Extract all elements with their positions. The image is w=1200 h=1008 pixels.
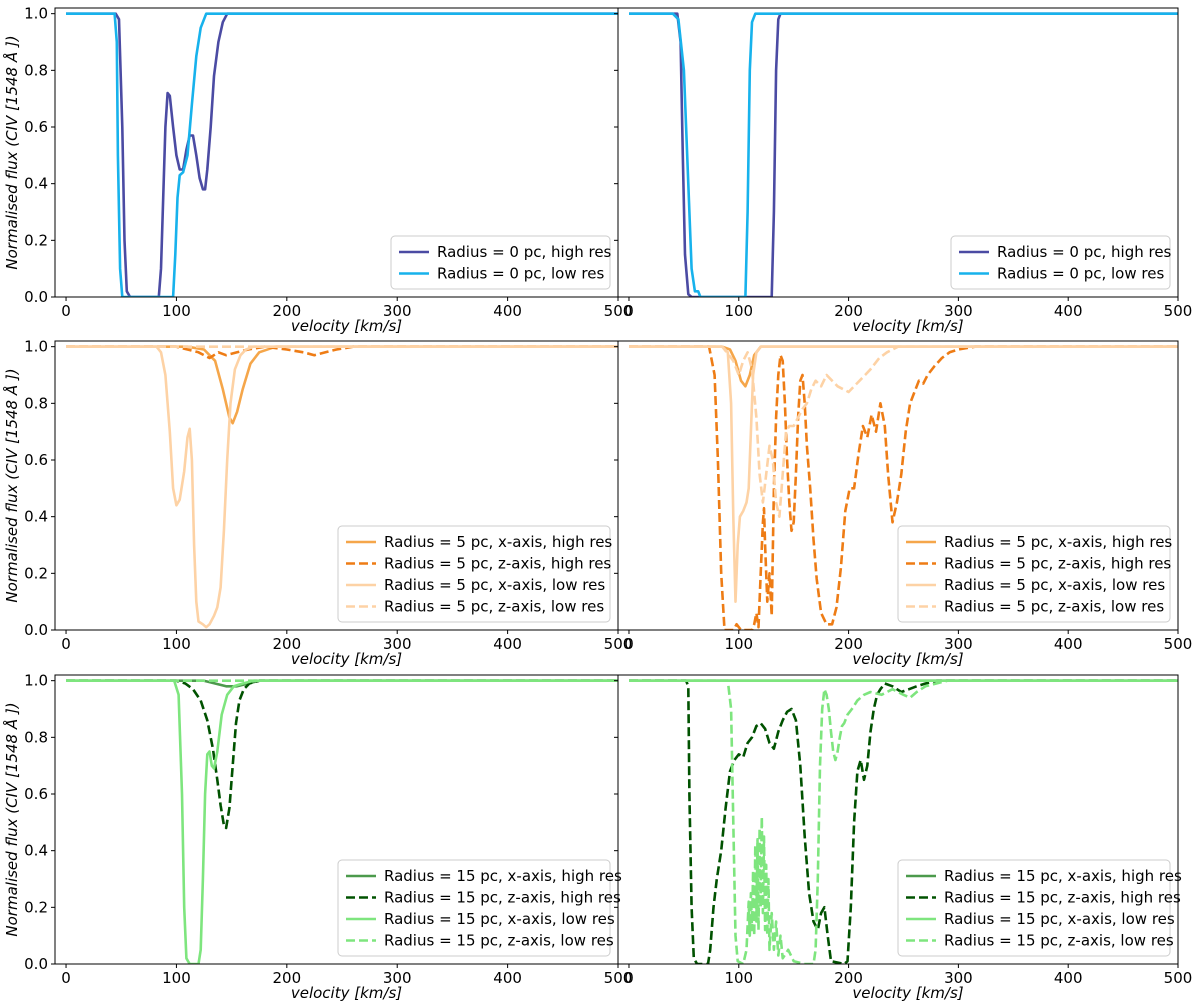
y-tick-label: 0.8 [24,728,48,746]
x-tick-label: 400 [493,635,522,653]
y-tick-label: 0.2 [24,898,48,916]
legend-entry: Radius = 5 pc, x-axis, low res [384,576,605,594]
legend: Radius = 15 pc, x-axis, high res Radius =… [338,860,622,956]
y-axis-label: Normalised flux (CIV [1548 Å ]) [2,368,21,602]
y-tick-label: 0.6 [24,118,48,136]
x-tick-label: 500 [1164,635,1193,653]
legend-entry: Radius = 5 pc, z-axis, low res [384,598,604,616]
series-line-2 [66,347,618,358]
legend-entry: Radius = 0 pc, high res [437,243,612,261]
y-tick-label: 0.2 [24,231,48,249]
legend-entry: Radius = 15 pc, z-axis, low res [944,932,1174,950]
x-tick-label: 100 [724,969,753,987]
legend-entry: Radius = 15 pc, x-axis, high res [384,867,622,885]
y-tick-label: 0.0 [24,955,48,973]
legend: Radius = 15 pc, x-axis, high res Radius =… [898,860,1182,956]
x-axis-label: velocity [km/s] [852,650,963,668]
x-tick-label: 0 [61,302,71,320]
x-tick-label: 100 [162,635,191,653]
legend: Radius = 5 pc, x-axis, high res Radius = … [338,526,612,622]
y-tick-label: 1.0 [24,672,48,690]
x-tick-label: 500 [1164,969,1193,987]
y-tick-label: 0.0 [24,288,48,306]
legend-entry: Radius = 5 pc, z-axis, high res [384,555,611,573]
legend-entry: Radius = 15 pc, z-axis, low res [384,932,614,950]
y-tick-label: 0.2 [24,564,48,582]
y-tick-label: 0.8 [24,394,48,412]
panel-r1-c0: 0 100 200 300 400 500 velocity [km/s] 0.0 0.2 0.4… [2,338,632,668]
legend-entry: Radius = 15 pc, z-axis, high res [944,889,1181,907]
legend-entry: Radius = 15 pc, x-axis, low res [944,910,1175,928]
x-axis-label: velocity [km/s] [852,317,963,335]
y-axis-label: Normalised flux (CIV [1548 Å ]) [2,702,21,936]
y-tick-label: 0.6 [24,451,48,469]
legend: Radius = 0 pc, high res Radius = 0 pc, lo… [391,236,612,289]
x-tick-label: 100 [162,969,191,987]
legend-entry: Radius = 5 pc, x-axis, high res [384,533,612,551]
legend-entry: Radius = 5 pc, x-axis, low res [944,576,1165,594]
y-tick-label: 0.4 [24,508,48,526]
legend: Radius = 5 pc, x-axis, high res Radius = … [898,526,1172,622]
legend-entry: Radius = 0 pc, low res [997,265,1164,283]
y-tick-label: 1.0 [24,5,48,23]
y-tick-label: 0.8 [24,61,48,79]
x-tick-label: 400 [1054,635,1083,653]
x-tick-label: 0 [624,302,634,320]
y-tick-label: 0.6 [24,785,48,803]
y-tick-label: 0.0 [24,621,48,639]
x-tick-label: 400 [493,302,522,320]
x-tick-label: 500 [1164,302,1193,320]
x-tick-label: 400 [493,969,522,987]
panel-r0-c0: 0 100 200 300 400 500 velocity [km/s] 0.0 0.2 0.4… [2,5,632,335]
x-tick-label: 400 [1054,969,1083,987]
legend-entry: Radius = 5 pc, z-axis, low res [944,598,1164,616]
series-line-4 [629,347,1178,517]
panel-r1-c1: 0 100 200 300 400 500 velocity [km/s] Radius = … [614,341,1192,668]
legend-entry: Radius = 0 pc, high res [997,243,1172,261]
legend-entry: Radius = 15 pc, x-axis, low res [384,910,615,928]
series-line-2 [66,681,618,828]
legend-entry: Radius = 15 pc, x-axis, high res [944,867,1182,885]
y-tick-label: 0.4 [24,842,48,860]
legend: Radius = 0 pc, high res Radius = 0 pc, lo… [951,236,1172,289]
legend-entry: Radius = 15 pc, z-axis, high res [384,889,621,907]
x-axis-label: velocity [km/s] [291,317,402,335]
x-axis-label: velocity [km/s] [291,984,402,1002]
y-tick-label: 0.4 [24,175,48,193]
x-tick-label: 100 [162,302,191,320]
x-tick-label: 0 [61,969,71,987]
panel-r2-c0: 0 100 200 300 400 500velocity [km/s]0.00.20.4… [2,672,632,1002]
x-tick-label: 100 [724,302,753,320]
x-tick-label: 0 [624,969,634,987]
series-line-1 [66,347,618,424]
x-axis-label: velocity [km/s] [852,984,963,1002]
x-tick-label: 400 [1054,302,1083,320]
panel-r0-c1: 0 100 200 300 400 500 velocity [km/s] Radius = … [614,8,1192,335]
legend-entry: Radius = 0 pc, low res [437,265,604,283]
legend-entry: Radius = 5 pc, x-axis, high res [944,533,1172,551]
x-tick-label: 100 [724,635,753,653]
x-tick-label: 0 [624,635,634,653]
x-axis-label: velocity [km/s] [291,650,402,668]
x-tick-label: 0 [61,635,71,653]
panel-r2-c1: 0 100 200 300 400 500velocity [km/s]Radius = … [614,675,1192,1002]
y-tick-label: 1.0 [24,338,48,356]
y-axis-label: Normalised flux (CIV [1548 Å ]) [2,35,21,269]
legend-entry: Radius = 5 pc, z-axis, high res [944,555,1171,573]
